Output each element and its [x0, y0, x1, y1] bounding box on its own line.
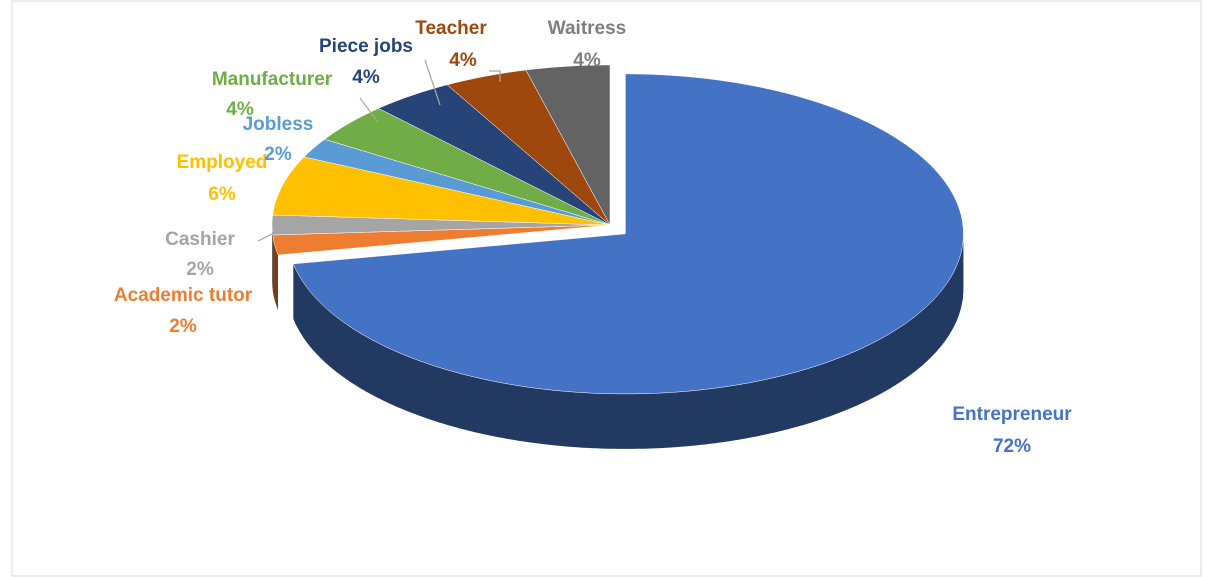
data-label-name: Teacher	[415, 18, 487, 39]
slice	[525, 64, 611, 226]
data-label-value: 4%	[449, 50, 477, 71]
data-label-value: 2%	[264, 144, 292, 165]
data-label-name: Manufacturer	[212, 69, 333, 90]
leader-line	[424, 59, 441, 106]
data-label-value: 4%	[226, 99, 254, 120]
slice	[303, 139, 611, 226]
slice-side	[293, 233, 964, 449]
slice	[293, 73, 964, 395]
data-label-value: 6%	[208, 184, 236, 205]
data-label-name: Academic tutor	[114, 285, 253, 306]
data-label-name: Employed	[177, 152, 268, 173]
leader-line	[359, 97, 379, 123]
data-label-value: 2%	[186, 259, 214, 280]
slice-side	[272, 225, 273, 290]
slice	[378, 84, 611, 226]
slice	[272, 156, 611, 226]
data-label-name: Jobless	[243, 114, 314, 135]
data-label-name: Piece jobs	[319, 36, 413, 57]
leader-line	[489, 70, 501, 82]
slice-side	[272, 235, 278, 310]
slice	[446, 69, 611, 226]
data-label-name: Cashier	[165, 229, 235, 250]
data-label-value: 4%	[352, 67, 380, 88]
data-label-value: 2%	[169, 316, 197, 337]
slice	[272, 224, 611, 256]
data-label-value: 72%	[993, 436, 1031, 457]
data-label-name: Entrepreneur	[952, 404, 1072, 425]
data-label-name: Waitress	[548, 18, 627, 39]
leader-line	[257, 217, 281, 242]
data-label-value: 4%	[573, 50, 601, 71]
